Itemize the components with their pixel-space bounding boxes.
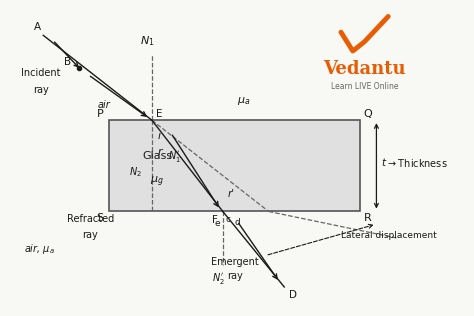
Text: P: P [97,109,104,119]
Text: c: c [225,215,230,224]
Text: e: e [215,219,220,228]
Text: $N_2'$: $N_2'$ [212,271,225,286]
Text: Lateral displacement: Lateral displacement [341,231,437,240]
Text: B: B [64,57,72,67]
Text: Emergent: Emergent [211,257,258,267]
Text: Refracted: Refracted [67,214,114,224]
Text: ray: ray [33,85,49,95]
Text: r': r' [228,189,235,199]
Text: i: i [157,131,161,141]
Text: $N_1$: $N_1$ [140,34,155,48]
Text: Glass: Glass [143,151,173,161]
Text: air, $\mu_a$: air, $\mu_a$ [24,242,55,256]
Text: r: r [157,147,162,157]
Text: E: E [156,109,162,119]
Text: t: t [381,158,385,168]
Text: Q: Q [364,109,373,119]
Text: ray: ray [227,271,243,281]
Text: R: R [364,213,372,223]
Text: S: S [97,213,104,223]
Text: D: D [289,290,297,300]
Text: $N_1'$: $N_1'$ [168,149,182,164]
Text: Learn LIVE Online: Learn LIVE Online [331,82,398,92]
Text: A: A [34,22,41,32]
Text: ray: ray [82,230,99,240]
Text: $\mu_a$: $\mu_a$ [237,95,250,107]
Text: Vedantu: Vedantu [323,60,406,78]
Text: Incident: Incident [21,68,61,78]
Text: $\mu_g$: $\mu_g$ [150,174,164,189]
Text: $N_2$: $N_2$ [129,165,142,179]
Text: $\rightarrow$Thickness: $\rightarrow$Thickness [386,157,447,169]
Text: F: F [212,215,218,225]
Text: d: d [235,218,240,227]
Bar [109,120,360,211]
Text: air: air [98,100,110,110]
